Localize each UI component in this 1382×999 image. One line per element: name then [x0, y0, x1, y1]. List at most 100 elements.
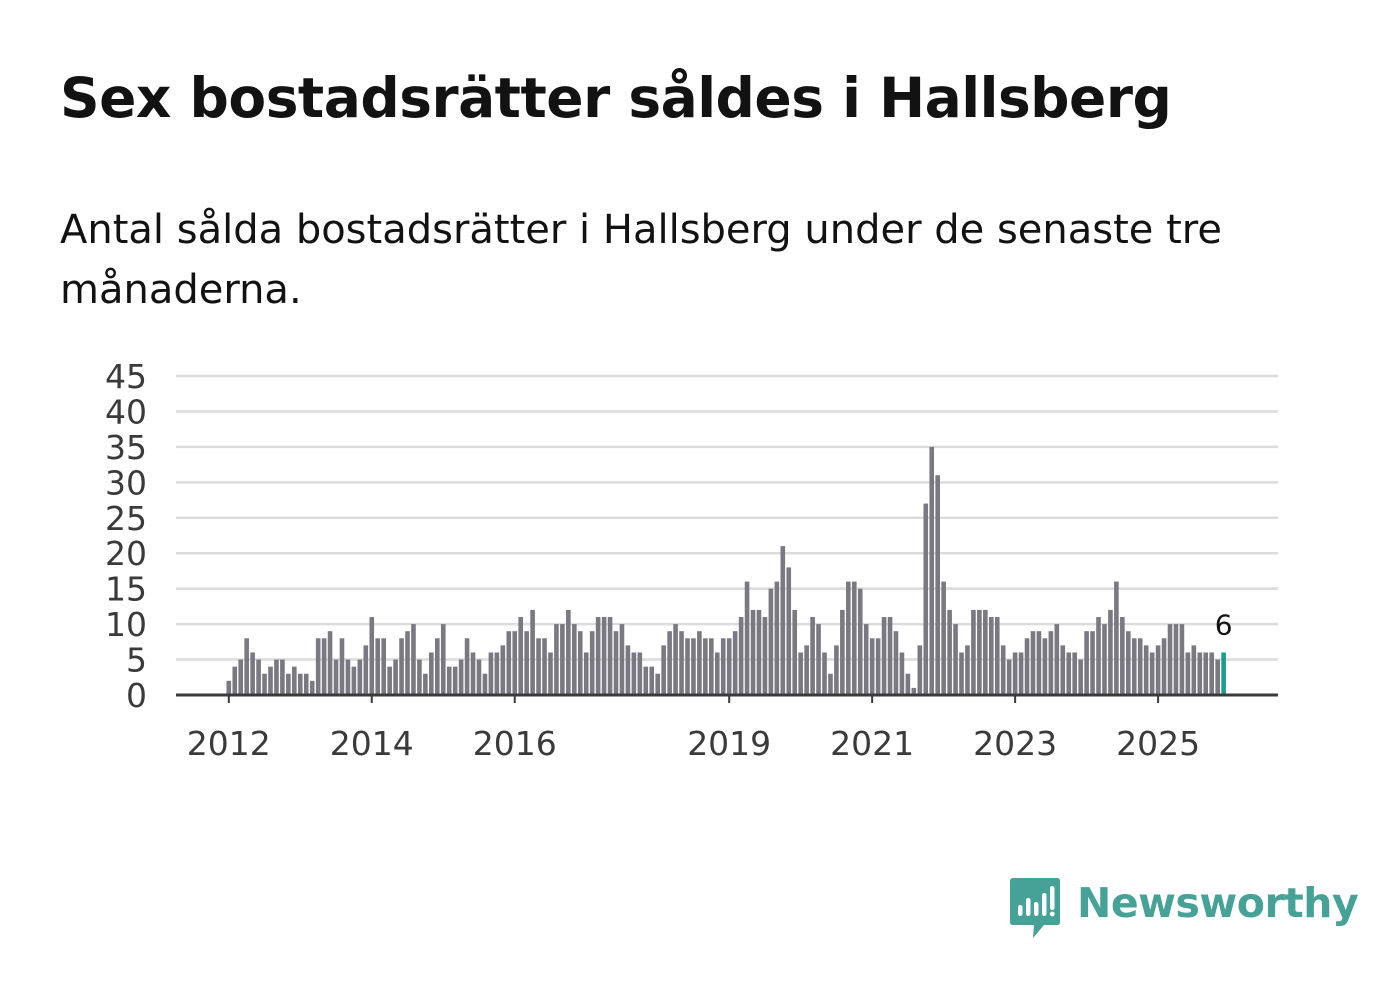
bar	[989, 617, 994, 695]
bar	[280, 659, 285, 695]
bar	[762, 617, 768, 695]
bar	[637, 652, 643, 695]
bar	[244, 638, 249, 695]
bar	[423, 673, 428, 695]
bar	[589, 631, 595, 695]
bar	[482, 673, 488, 695]
bar	[1018, 652, 1024, 695]
bar	[405, 631, 410, 695]
bar	[643, 666, 649, 695]
bar	[905, 673, 911, 695]
bar	[899, 652, 905, 695]
bar	[351, 666, 357, 695]
newsworthy-logo-icon	[1010, 878, 1060, 938]
bar	[798, 652, 803, 695]
y-tick-label: 5	[126, 641, 147, 680]
x-axis-ticks: 2012 2014 2016 2019 2021 2023 2025	[187, 695, 1200, 763]
bar	[369, 617, 375, 695]
bar	[315, 638, 321, 695]
bar	[1054, 624, 1060, 695]
bar	[500, 645, 506, 695]
bar	[709, 638, 714, 695]
bar	[881, 617, 887, 695]
bar	[250, 652, 255, 695]
bar	[947, 609, 952, 695]
bar	[625, 645, 631, 695]
bar	[506, 631, 512, 695]
bar	[1114, 581, 1119, 695]
bar	[917, 645, 923, 695]
bar	[655, 673, 660, 695]
bar	[238, 659, 244, 695]
bar	[935, 475, 940, 695]
bar	[429, 652, 434, 695]
bar	[1060, 645, 1066, 695]
bar	[387, 666, 392, 695]
bar	[1072, 652, 1077, 695]
bar	[994, 617, 1000, 695]
y-tick-label: 0	[126, 676, 147, 715]
bar	[1096, 617, 1101, 695]
x-tick-label: 2023	[973, 724, 1057, 763]
bar	[1215, 659, 1220, 695]
y-tick-label: 45	[105, 357, 147, 396]
bar	[411, 624, 416, 695]
bar	[518, 617, 523, 695]
bar	[1036, 631, 1042, 695]
bar	[458, 659, 464, 695]
bar	[274, 659, 279, 695]
brand-logo: Newsworthy	[1010, 878, 1359, 940]
bar	[440, 624, 446, 695]
bar	[714, 652, 720, 695]
y-tick-label: 40	[105, 392, 147, 431]
x-tick-label: 2014	[330, 724, 414, 763]
bar	[756, 609, 762, 695]
bar	[846, 581, 851, 695]
bar	[1155, 645, 1161, 695]
bar	[327, 631, 333, 695]
bar	[309, 680, 315, 695]
bar	[1143, 645, 1149, 695]
bar	[488, 652, 494, 695]
bar	[381, 638, 386, 695]
bar	[1000, 645, 1006, 695]
bar	[667, 631, 672, 695]
y-tick-label: 25	[105, 499, 147, 538]
chart-subtitle: Antal sålda bostadsrätter i Hallsberg un…	[60, 207, 1222, 313]
bar	[810, 617, 815, 695]
bar	[977, 609, 982, 695]
bar	[470, 652, 476, 695]
bar	[750, 609, 756, 695]
bar	[1191, 645, 1197, 695]
bar	[435, 638, 440, 695]
bar	[577, 631, 583, 695]
bar	[530, 609, 535, 695]
bar	[875, 638, 881, 695]
bar	[542, 638, 547, 695]
bar	[1149, 652, 1155, 695]
bar	[851, 581, 857, 695]
bar	[619, 624, 625, 695]
x-tick-label: 2021	[830, 724, 914, 763]
bar	[363, 645, 369, 695]
bar	[613, 631, 619, 695]
bar	[697, 631, 702, 695]
bar	[262, 673, 267, 695]
y-tick-label: 30	[105, 463, 147, 502]
bar	[1131, 638, 1137, 695]
x-tick-label: 2016	[473, 724, 557, 763]
bar	[512, 631, 518, 695]
bar	[786, 567, 792, 695]
bar	[840, 609, 845, 695]
bar	[572, 624, 577, 695]
bar	[661, 645, 666, 695]
bar	[1203, 652, 1209, 695]
bar	[554, 624, 559, 695]
bars	[226, 446, 1226, 695]
bar	[1108, 609, 1113, 695]
bar	[971, 609, 976, 695]
y-tick-label: 20	[105, 534, 147, 573]
bar-highlight	[1221, 652, 1226, 695]
x-tick-label: 2012	[187, 724, 271, 763]
